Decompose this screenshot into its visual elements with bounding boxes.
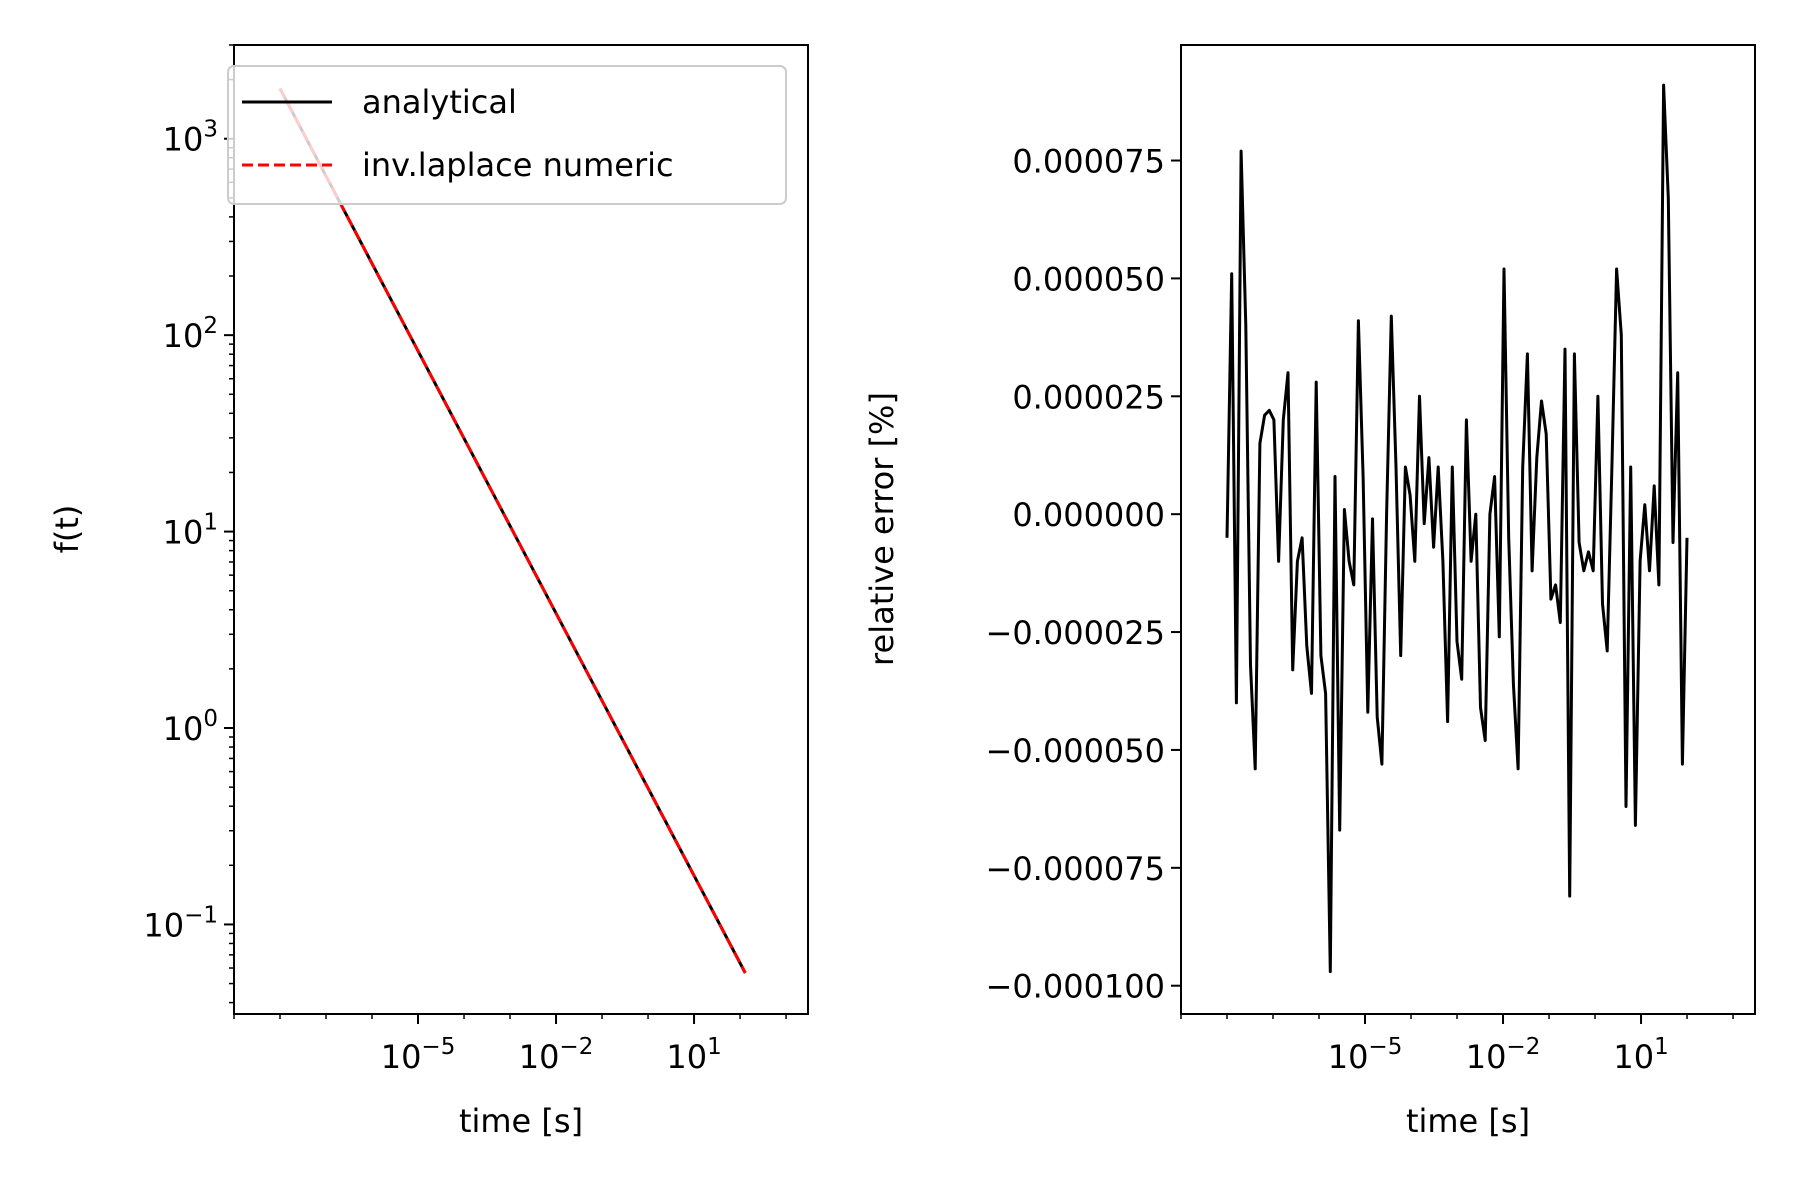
right-y-ticks: 0.000075 0.000050 0.000025 0.000000 −0.00002…: [986, 143, 1181, 1006]
right-series-line-1: [1225, 83, 1689, 974]
legend-box: [227, 65, 787, 205]
right-plot-lines: [1225, 83, 1689, 974]
left-y-ticks: 10−1 100 101 102 103: [143, 44, 234, 1004]
right-x-ticks: 10−5 10−2 101: [1180, 1014, 1734, 1076]
left-y-tick-label: 102: [163, 313, 218, 355]
right-y-tick-label: 0.000000: [1012, 496, 1165, 534]
right-x-tick-label: 10−5: [1328, 1034, 1403, 1076]
left-x-ticks: 10−5 10−2 101: [233, 1014, 787, 1076]
left-y-tick-label: 100: [163, 706, 218, 748]
right-y-tick-label: −0.000100: [986, 968, 1166, 1006]
left-y-axis-label: f(t): [48, 505, 86, 554]
left-y-tick-label: 10−1: [143, 902, 218, 944]
right-y-tick-label: 0.000025: [1012, 378, 1165, 416]
legend-label-numeric: inv.laplace numeric: [362, 146, 674, 184]
left-panel: 10−5 10−2 101 10−1 100 101 102 103 time [s] f(…: [48, 44, 809, 1140]
left-plot-lines: [278, 87, 747, 974]
right-y-axis-label: relative error [%]: [863, 392, 901, 666]
right-y-tick-label: 0.000075: [1012, 143, 1165, 181]
right-y-tick-label: −0.000025: [986, 614, 1166, 652]
right-x-axis-label: time [s]: [1406, 1102, 1530, 1140]
left-series-line-2: [278, 87, 747, 974]
left-y-tick-label: 101: [163, 510, 218, 552]
right-x-tick-label: 10−2: [1466, 1034, 1541, 1076]
left-axes-frame: [233, 44, 809, 1015]
right-y-tick-label: −0.000075: [986, 850, 1166, 888]
legend-label-analytical: analytical: [362, 83, 517, 121]
right-axes-frame: [1180, 44, 1756, 1015]
left-x-tick-label: 10−5: [381, 1034, 456, 1076]
left-x-tick-label: 101: [666, 1034, 721, 1076]
right-y-tick-label: −0.000050: [986, 732, 1166, 770]
right-panel: 10−5 10−2 101 0.0000750.0000500.0000250.00…: [863, 44, 1756, 1140]
left-y-tick-label: 103: [163, 117, 218, 159]
left-x-axis-label: time [s]: [459, 1102, 583, 1140]
left-x-tick-label: 10−2: [519, 1034, 594, 1076]
right-y-tick-label: 0.000050: [1012, 260, 1165, 298]
legend: analytical inv.laplace numeric: [227, 65, 787, 205]
right-x-tick-label: 101: [1613, 1034, 1668, 1076]
